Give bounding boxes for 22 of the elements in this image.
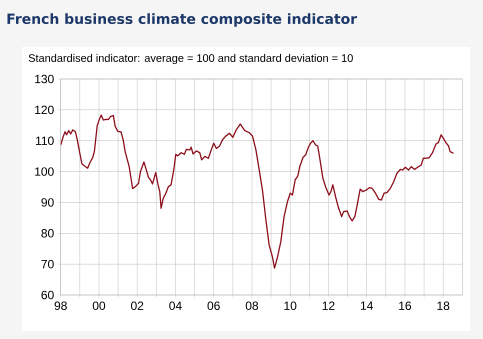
x-tick-label: 08 — [246, 302, 258, 310]
y-tick-label: 80 — [41, 229, 54, 238]
x-tick-label: 14 — [360, 302, 373, 310]
y-tick-label: 110 — [36, 136, 54, 145]
y-tick-label: 60 — [42, 290, 54, 300]
x-tick-label: 06 — [208, 302, 220, 310]
y-tick-label: 120 — [35, 106, 54, 114]
x-tick-label: 10 — [284, 302, 296, 310]
y-tick-label: 100 — [35, 167, 54, 176]
x-tick-label: 16 — [399, 302, 412, 310]
chart-subtitle: Standardised indicator: average = 100 and standard deviation = 10 — [28, 54, 353, 64]
x-tick-label: 18 — [437, 302, 450, 310]
line-series — [60, 114, 454, 269]
x-tick-label: 00 — [92, 302, 106, 310]
y-tick-label: 70 — [42, 260, 54, 268]
chart-title: French business climate composite indicator — [7, 13, 358, 27]
x-tick-label: 04 — [169, 302, 182, 310]
x-tick-label: 02 — [131, 302, 144, 310]
y-tick-label: 90 — [41, 198, 54, 207]
y-tick-label: 130 — [35, 74, 54, 84]
x-tick-label: 98 — [54, 302, 67, 310]
x-tick-label: 12 — [322, 302, 334, 310]
